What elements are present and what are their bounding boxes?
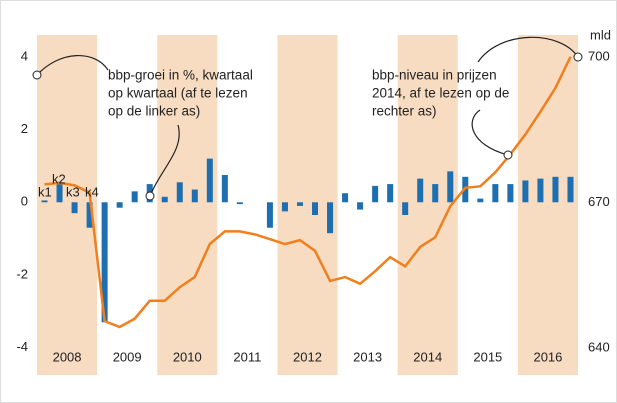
bar — [161, 196, 168, 203]
bar — [221, 175, 228, 203]
bar — [266, 202, 273, 228]
y2-tick-label: 670 — [588, 194, 610, 209]
bar — [432, 184, 439, 203]
annotation: bbp-groei in %, kwartaal — [108, 68, 253, 83]
bar — [357, 202, 364, 210]
bar — [71, 202, 78, 214]
callout-dot — [32, 70, 42, 80]
callout-dot — [573, 52, 583, 62]
bar — [387, 184, 394, 203]
bar — [402, 202, 409, 215]
bar — [372, 185, 379, 203]
annotation: 2014, af te lezen op de — [372, 86, 509, 101]
x-tick-label: 2009 — [113, 349, 142, 364]
bar — [56, 184, 63, 203]
callout-dot — [145, 191, 155, 201]
year-band — [517, 35, 578, 375]
quarter-label: k4 — [85, 184, 99, 199]
x-tick-label: 2012 — [293, 349, 322, 364]
quarter-label: k2 — [52, 171, 66, 186]
bar — [101, 202, 108, 323]
y2-tick-label: 700 — [588, 48, 610, 63]
annotation: op kwartaal (af te lezen — [108, 86, 248, 101]
y-tick-label: 2 — [21, 121, 28, 136]
quarter-label: k1 — [38, 184, 52, 199]
y-tick-label: -4 — [16, 339, 28, 354]
bar — [236, 202, 243, 205]
bar — [296, 202, 303, 206]
bar — [477, 198, 484, 203]
year-band — [157, 35, 218, 375]
y-tick-label: 4 — [21, 48, 28, 63]
bar — [507, 184, 514, 203]
x-tick-label: 2008 — [53, 349, 82, 364]
bar — [552, 176, 559, 203]
annotation: bbp-niveau in prijzen — [372, 68, 497, 83]
bar — [537, 178, 544, 203]
y2-tick-label: 640 — [588, 339, 610, 354]
callout — [149, 124, 180, 197]
callout — [471, 109, 509, 156]
annotation: op de linker as) — [108, 104, 200, 119]
bar — [417, 178, 424, 203]
annotation: rechter as) — [372, 104, 437, 119]
y-tick-label: -2 — [16, 266, 28, 281]
y-tick-label: 0 — [21, 194, 28, 209]
line — [44, 56, 572, 329]
bar — [342, 193, 349, 203]
x-tick-label: 2015 — [473, 349, 502, 364]
callout — [36, 55, 109, 76]
bar — [312, 202, 319, 215]
bar — [191, 189, 198, 203]
callout — [477, 36, 579, 63]
bar — [492, 184, 499, 203]
callout-dot — [503, 150, 513, 160]
bar — [327, 202, 334, 234]
y2-unit: mld — [590, 27, 611, 42]
bar — [86, 202, 93, 228]
plot: 2008 2009 2010 2011 2012 2013 2014 2015 2016 -4 -2… — [16, 48, 609, 364]
bar — [131, 191, 138, 203]
x-tick-label: 2013 — [353, 349, 382, 364]
bar — [281, 202, 288, 212]
x-tick-label: 2010 — [173, 349, 202, 364]
bar — [116, 202, 123, 208]
quarter-label: k3 — [66, 184, 80, 199]
bar — [206, 158, 213, 203]
bar — [567, 176, 574, 203]
bar — [522, 180, 529, 203]
x-tick-label: 2014 — [413, 349, 442, 364]
bar — [41, 200, 48, 203]
bar — [447, 171, 454, 203]
x-tick-label: 2016 — [533, 349, 562, 364]
x-tick-label: 2011 — [233, 349, 261, 364]
bar — [176, 182, 183, 203]
